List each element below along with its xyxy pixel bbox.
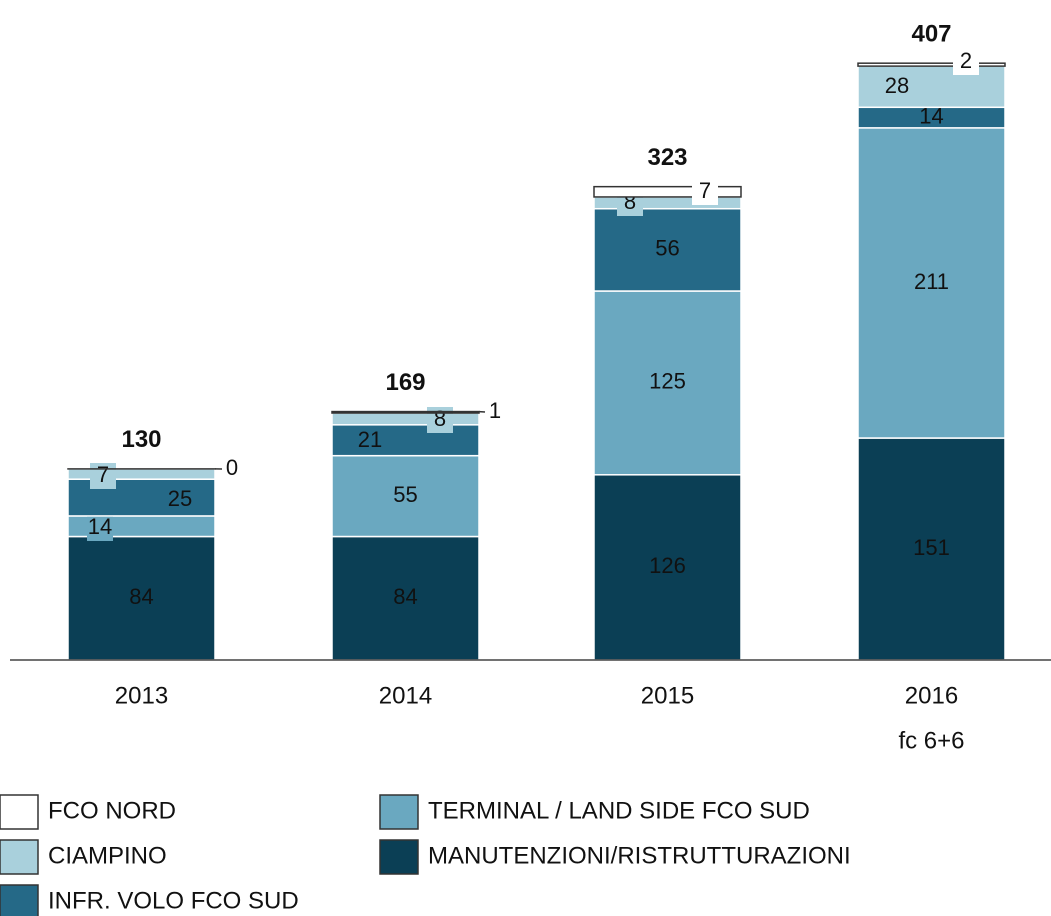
bar-segment [593, 207, 742, 292]
x-tick-label: 2015 [641, 682, 694, 709]
total-label: 130 [121, 426, 161, 453]
total-label: 169 [385, 369, 425, 396]
legend-swatch [0, 884, 39, 916]
bar-segment [857, 62, 1006, 67]
bar-segment [331, 412, 480, 426]
legend-label: MANUTENZIONI/RISTRUTTURAZIONI [428, 842, 851, 869]
legend-label: INFR. VOLO FCO SUD [48, 887, 299, 914]
x-tick-label: 2013 [115, 682, 168, 709]
bar-segment [67, 478, 216, 517]
data-label: 84 [129, 584, 153, 609]
bar-segment [593, 196, 742, 210]
legend-swatch [0, 794, 39, 830]
bar-segment [331, 454, 480, 538]
data-label: 28 [885, 73, 909, 98]
data-label: 8 [434, 406, 446, 431]
data-label: 7 [699, 178, 711, 203]
data-label: 125 [649, 369, 686, 394]
data-label: 56 [655, 236, 679, 261]
data-label: 84 [393, 584, 417, 609]
data-label: 126 [649, 553, 686, 578]
x-tick-label: fc 6+6 [898, 727, 964, 754]
legend-swatch [0, 839, 39, 875]
bar-segment [593, 474, 742, 661]
data-label: 14 [88, 514, 112, 539]
bar-segment [331, 424, 480, 457]
x-tick-label: 2014 [379, 682, 432, 709]
data-label: 211 [914, 269, 949, 294]
legend-label: CIAMPINO [48, 842, 167, 869]
total-label: 407 [911, 21, 951, 48]
bar-segment [67, 535, 216, 661]
bar-segment [593, 290, 742, 476]
legend-swatch [379, 794, 419, 830]
data-label: 1 [489, 398, 501, 423]
bar-segment [857, 437, 1006, 661]
data-label: 55 [393, 482, 417, 507]
data-label: 21 [358, 427, 382, 452]
data-label: 7 [97, 462, 109, 487]
total-label: 323 [647, 144, 687, 171]
data-label: 151 [913, 535, 950, 560]
bar-segment [331, 410, 480, 414]
bar-segment [331, 535, 480, 661]
label-box [692, 179, 718, 205]
x-tick-label: 2016 [905, 682, 958, 709]
bar-segment [857, 127, 1006, 439]
label-box [90, 463, 116, 489]
data-label: 0 [226, 455, 238, 480]
bar-segment [593, 185, 742, 198]
label-box [87, 515, 113, 541]
data-label: 2 [960, 48, 972, 73]
label-box [953, 49, 979, 75]
legend-label: TERMINAL / LAND SIDE FCO SUD [428, 797, 810, 824]
legend-swatch [379, 839, 419, 875]
legend-label: FCO NORD [48, 797, 176, 824]
bar-segment [857, 65, 1006, 109]
data-label: 25 [168, 486, 192, 511]
